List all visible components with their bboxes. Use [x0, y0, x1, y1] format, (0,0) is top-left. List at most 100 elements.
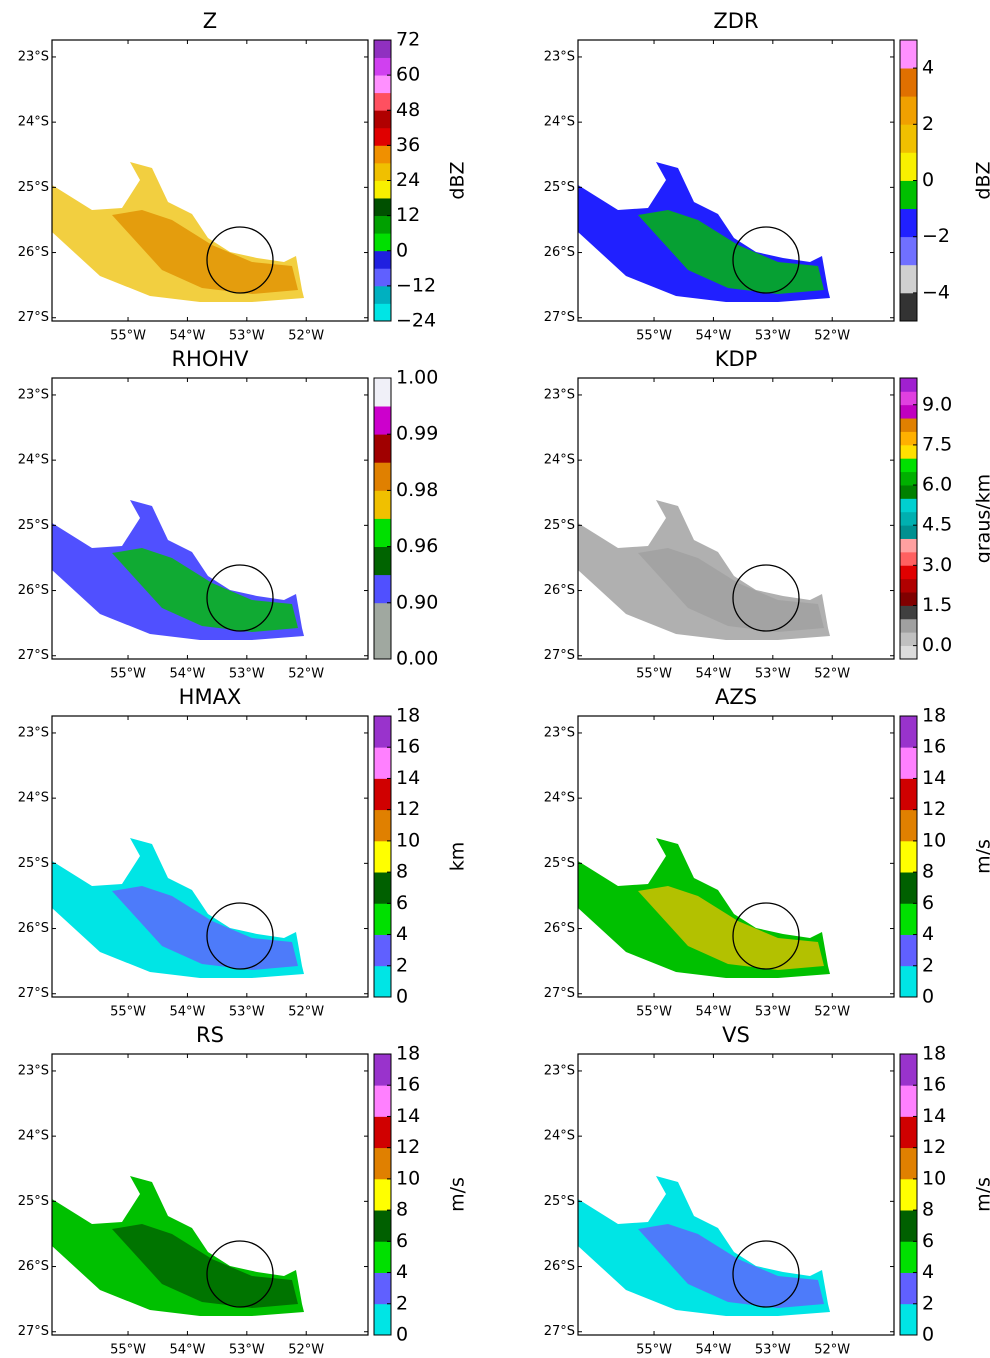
echo-core: [112, 548, 298, 632]
colorbar-tick-label: 10: [922, 1167, 946, 1189]
radar-range-ring: [206, 1240, 274, 1308]
colorbar-bin: [900, 180, 917, 209]
colorbar-bin: [900, 431, 917, 446]
colorbar-tick-label: 8: [922, 1199, 934, 1221]
colorbar-bin: [900, 778, 917, 811]
colorbar-bin: [900, 632, 917, 647]
colorbar-bin: [374, 233, 391, 252]
colorbar-bin: [374, 215, 391, 234]
colorbar-bin: [900, 1085, 917, 1117]
y-tick-label: 23°S: [18, 725, 49, 740]
colorbar-bin: [900, 525, 917, 539]
x-tick-label: 55°W: [110, 667, 146, 682]
y-tick-label: 24°S: [18, 791, 49, 806]
y-tick-label: 23°S: [18, 49, 49, 64]
y-tick-label: 26°S: [18, 1259, 49, 1274]
panel: AZS 55°W 54°W 53°W 52°W 23°S 24°S 25°S 26°S 27°S 0…: [544, 685, 990, 1020]
x-tick-label: 55°W: [110, 1005, 146, 1020]
colorbar-tick-label: 18: [396, 1043, 420, 1065]
colorbar-bin: [374, 250, 391, 269]
y-tick-label: 25°S: [18, 1194, 49, 1209]
echo-core: [112, 886, 298, 970]
colorbar-bin: [900, 934, 917, 967]
colorbar-tick-label: 0.99: [396, 423, 438, 445]
colorbar-tick-label: 0.0: [922, 634, 952, 656]
radar-range-ring: [732, 564, 800, 632]
colorbar-tick-label: −12: [396, 274, 436, 296]
y-tick-label: 26°S: [18, 583, 49, 598]
colorbar-tick-label: 0.90: [396, 591, 438, 613]
y-tick-label: 25°S: [18, 856, 49, 871]
colorbar-bin: [900, 809, 917, 842]
y-tick-label: 27°S: [18, 310, 49, 325]
x-tick-label: 55°W: [636, 329, 672, 344]
colorbar-bin: [900, 1303, 917, 1336]
colorbar-bin: [900, 1054, 917, 1086]
colorbar-label: m/s: [973, 1177, 990, 1212]
colorbar-tick-label: 4: [922, 923, 934, 945]
y-tick-label: 27°S: [544, 310, 575, 325]
colorbar-bin: [374, 303, 391, 322]
panel-title: AZS: [715, 685, 757, 709]
colorbar-tick-label: 8: [396, 861, 408, 883]
colorbar-bin: [900, 551, 917, 566]
colorbar-bin: [374, 747, 391, 779]
colorbar-bin: [374, 1272, 391, 1305]
colorbar-tick-label: 2: [922, 1292, 934, 1314]
colorbar-bin: [374, 40, 391, 58]
x-tick-label: 55°W: [110, 1343, 146, 1358]
colorbar-bin: [374, 1147, 391, 1180]
x-tick-label: 55°W: [636, 1343, 672, 1358]
echo-core: [638, 1224, 824, 1308]
colorbar-bin: [374, 1085, 391, 1117]
panel-title: RS: [196, 1023, 224, 1047]
colorbar-bin: [900, 40, 917, 69]
y-tick-label: 26°S: [544, 245, 575, 260]
colorbar-bin: [374, 809, 391, 842]
y-tick-label: 27°S: [544, 1324, 575, 1339]
panel: Z 55°W 54°W 53°W 52°W 23°S 24°S 25°S 26°S 27°S −24…: [18, 9, 469, 344]
radar-range-ring: [732, 226, 800, 294]
x-tick-label: 52°W: [814, 1343, 850, 1358]
echo-core: [638, 886, 824, 970]
colorbar-tick-label: 4: [396, 923, 408, 945]
colorbar-bin: [374, 903, 391, 935]
y-tick-label: 24°S: [544, 453, 575, 468]
colorbar-tick-label: 12: [922, 798, 946, 820]
colorbar-tick-label: 14: [922, 1105, 946, 1127]
colorbar-bin: [374, 1116, 391, 1149]
y-tick-label: 25°S: [18, 518, 49, 533]
colorbar-bin: [900, 68, 917, 97]
x-tick-label: 55°W: [110, 329, 146, 344]
colorbar-bin: [900, 418, 917, 432]
y-tick-label: 24°S: [544, 115, 575, 130]
panel: VS 55°W 54°W 53°W 52°W 23°S 24°S 25°S 26°S 27°S 0 2…: [544, 1023, 990, 1358]
colorbar-tick-label: 0: [396, 239, 408, 261]
y-tick-label: 26°S: [544, 1259, 575, 1274]
colorbar-tick-label: 12: [396, 204, 420, 226]
colorbar-bin: [900, 903, 917, 935]
colorbar-tick-label: 12: [396, 798, 420, 820]
colorbar-bin: [900, 404, 917, 419]
y-tick-label: 25°S: [544, 518, 575, 533]
colorbar-tick-label: −2: [922, 225, 950, 247]
panel-title: RHOHV: [171, 347, 249, 371]
colorbar-bin: [374, 145, 391, 164]
x-tick-label: 52°W: [814, 329, 850, 344]
colorbar-bin: [900, 511, 917, 526]
panel: RHOHV 55°W 54°W 53°W 52°W 23°S 24°S 25°S 26°S 27°…: [18, 347, 439, 682]
y-tick-label: 23°S: [18, 1063, 49, 1078]
axes-frame: [577, 1053, 895, 1336]
x-tick-label: 52°W: [288, 667, 324, 682]
colorbar-tick-label: 48: [396, 99, 420, 121]
y-tick-label: 24°S: [18, 1129, 49, 1144]
colorbar-bin: [374, 840, 391, 873]
colorbar-bin: [374, 716, 391, 748]
y-tick-label: 27°S: [18, 648, 49, 663]
colorbar-bin: [374, 602, 391, 660]
x-tick-label: 52°W: [288, 1005, 324, 1020]
x-tick-label: 54°W: [695, 1343, 731, 1358]
colorbar-tick-label: 14: [922, 767, 946, 789]
